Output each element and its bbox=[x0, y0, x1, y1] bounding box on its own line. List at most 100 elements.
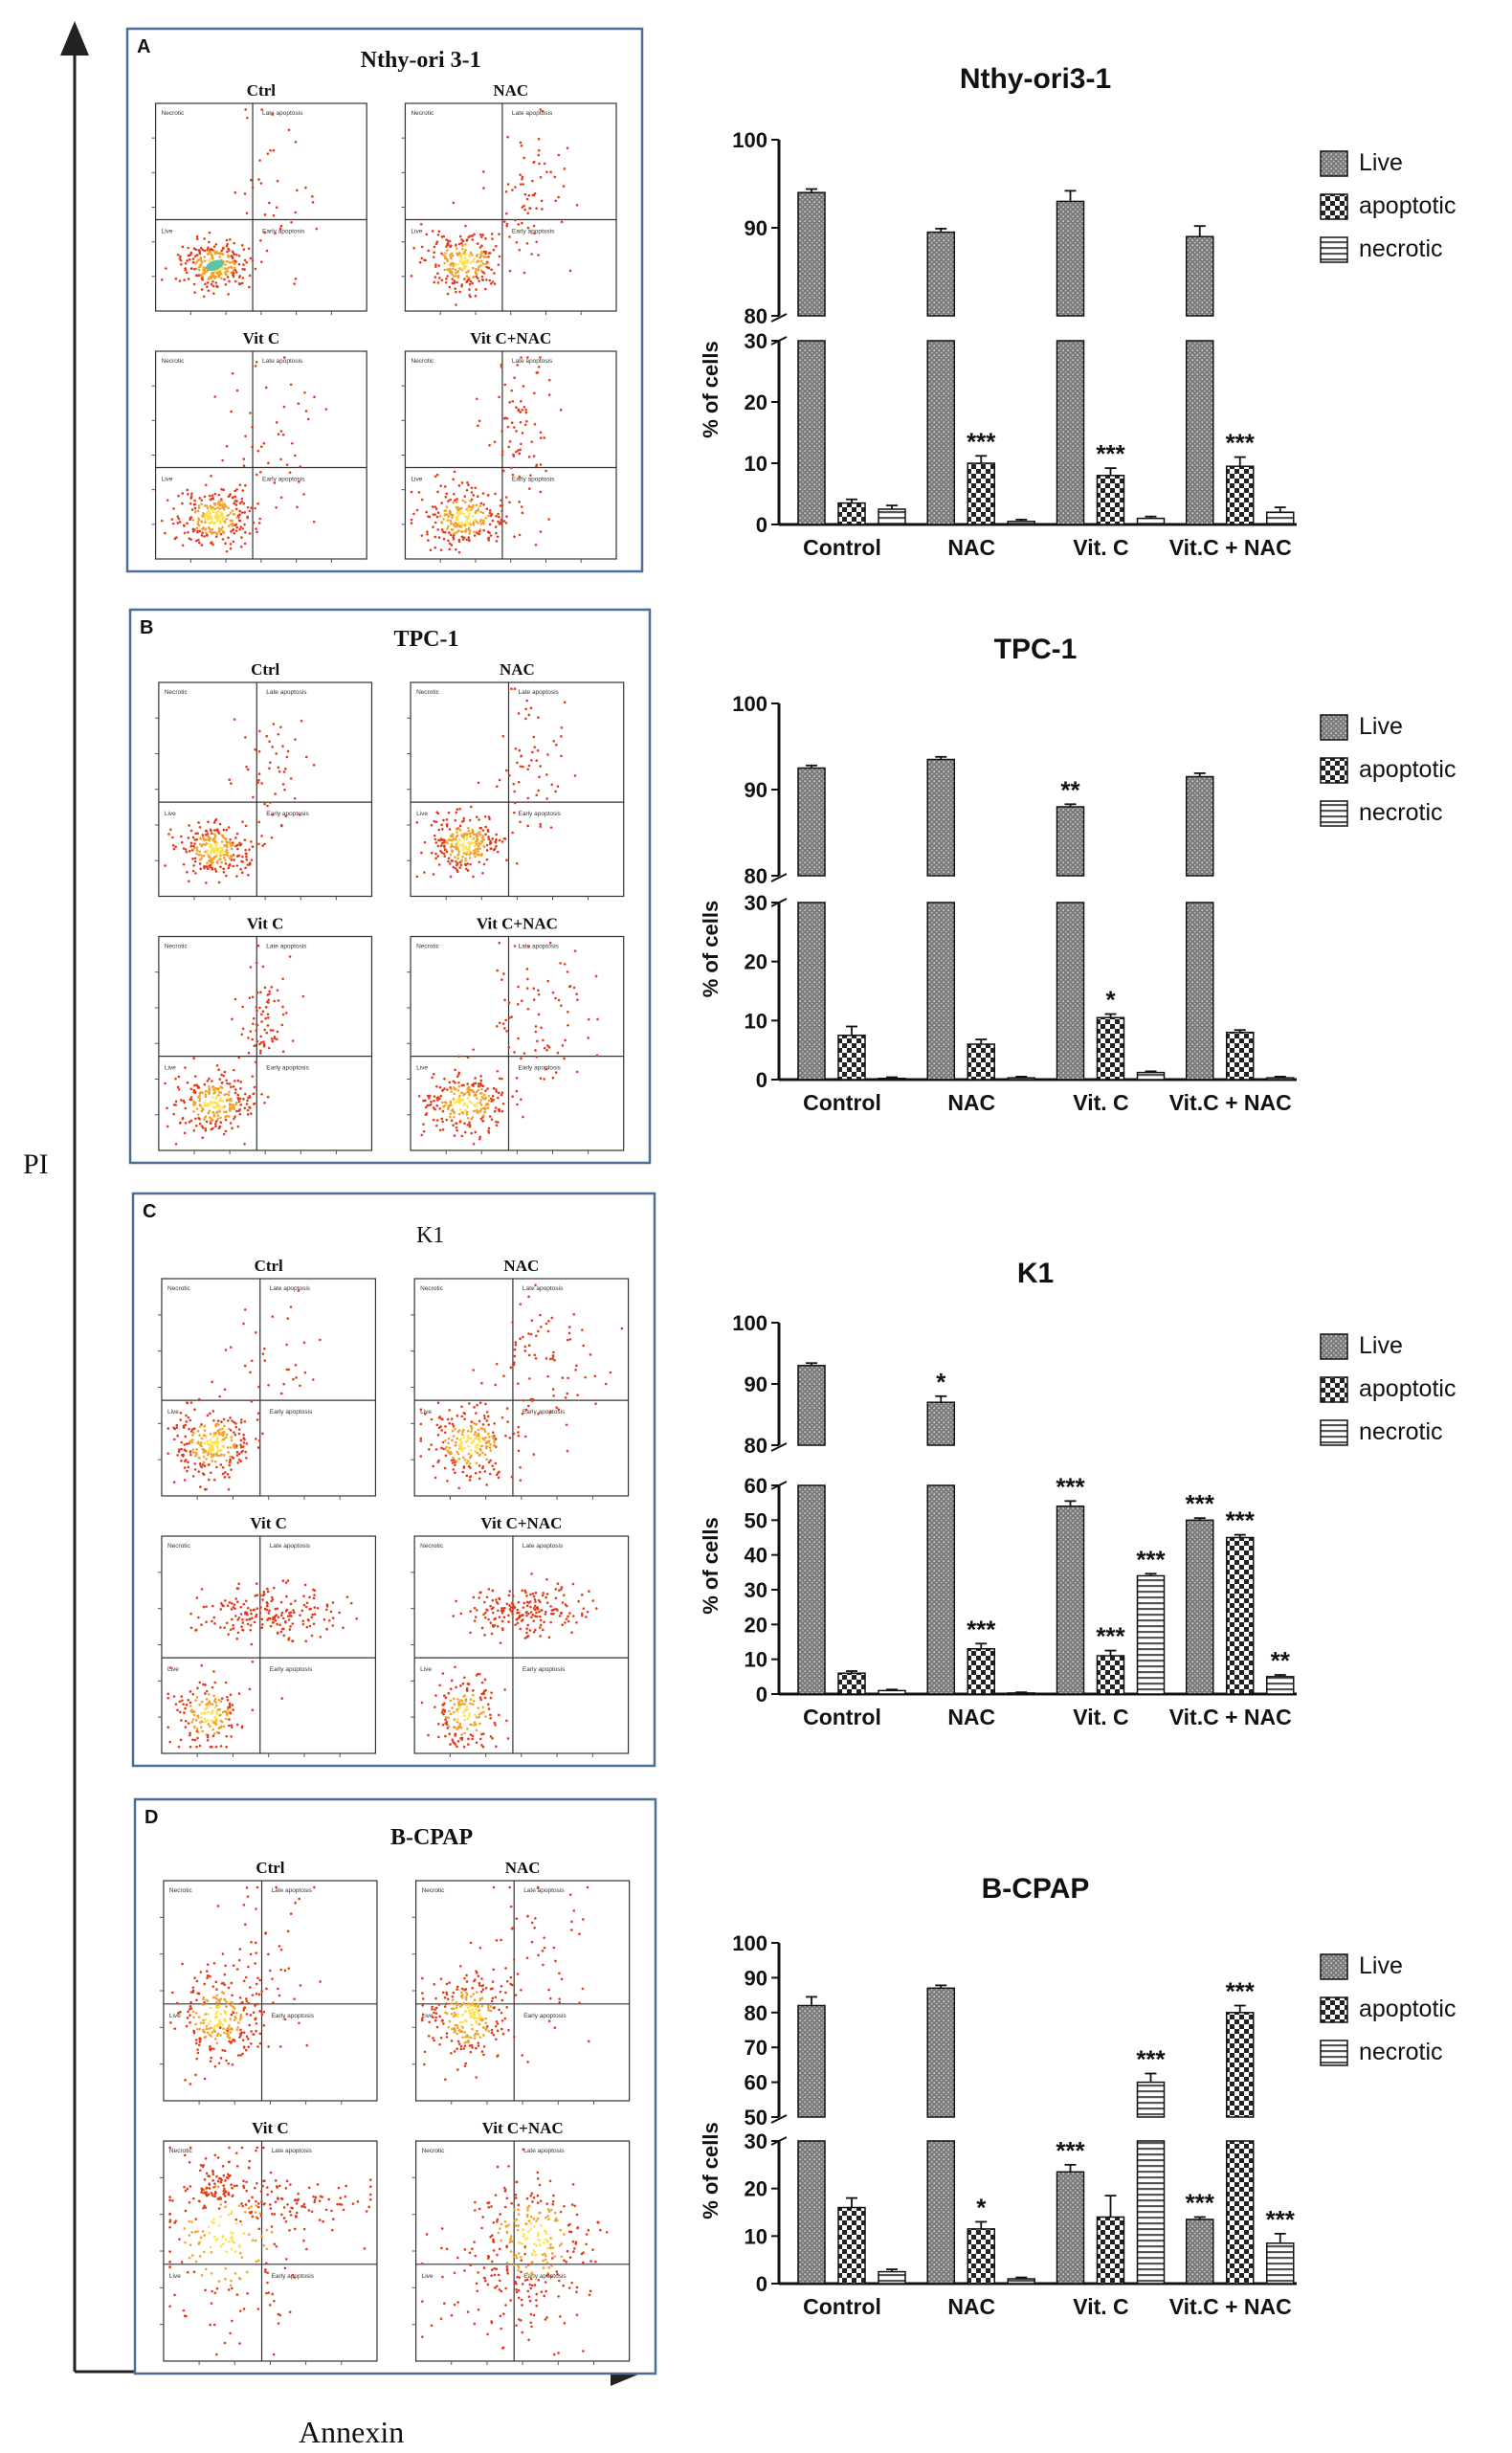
event-dot bbox=[479, 854, 483, 858]
event-dot bbox=[238, 1112, 242, 1116]
event-dot bbox=[325, 1605, 329, 1608]
event-dot bbox=[293, 1997, 296, 2000]
event-dot bbox=[435, 1096, 439, 1100]
event-dot bbox=[234, 1425, 238, 1429]
event-dot bbox=[468, 845, 471, 849]
event-dot bbox=[282, 1634, 286, 1638]
event-dot bbox=[233, 1433, 237, 1437]
event-dot bbox=[228, 249, 231, 252]
event-dot bbox=[448, 1081, 452, 1084]
event-dot bbox=[488, 511, 492, 515]
event-dot bbox=[423, 2050, 427, 2054]
event-dot bbox=[475, 2008, 478, 2011]
event-dot bbox=[206, 281, 210, 284]
event-dot bbox=[256, 1594, 259, 1597]
event-dot bbox=[460, 1111, 464, 1114]
event-dot bbox=[255, 1907, 257, 1910]
event-dot bbox=[436, 281, 440, 284]
event-dot bbox=[192, 1110, 195, 1113]
event-dot bbox=[186, 2017, 189, 2019]
scatter-plot-frame bbox=[161, 1535, 377, 1754]
event-dot bbox=[235, 2028, 239, 2032]
event-dot bbox=[440, 502, 444, 504]
event-dot bbox=[249, 2014, 253, 2017]
event-dot bbox=[252, 521, 256, 524]
event-dot bbox=[304, 1639, 308, 1642]
event-dot bbox=[442, 1694, 446, 1697]
event-dot bbox=[575, 1364, 578, 1368]
event-dot bbox=[459, 1703, 463, 1706]
event-dot bbox=[211, 1110, 215, 1114]
event-dot bbox=[205, 842, 209, 845]
event-dot bbox=[241, 820, 244, 823]
event-dot bbox=[438, 1684, 441, 1687]
event-dot bbox=[232, 522, 234, 525]
event-dot bbox=[477, 2032, 479, 2036]
event-dot bbox=[248, 848, 251, 852]
scatter-plot-title: Vit C bbox=[250, 1514, 287, 1532]
event-dot bbox=[517, 1037, 520, 1040]
event-dot bbox=[196, 1084, 200, 1088]
event-dot bbox=[441, 1088, 444, 1092]
event-dot bbox=[249, 256, 253, 260]
event-dot bbox=[478, 233, 482, 236]
event-dot bbox=[189, 1450, 192, 1454]
event-dot bbox=[445, 1721, 449, 1724]
event-dot bbox=[537, 1598, 541, 1602]
event-dot bbox=[514, 186, 517, 189]
event-dot bbox=[211, 543, 214, 546]
event-dot bbox=[473, 1406, 476, 1409]
event-dot bbox=[560, 754, 563, 758]
event-dot bbox=[209, 828, 212, 832]
event-dot bbox=[180, 840, 184, 844]
event-dot bbox=[199, 836, 202, 839]
scatter-dots bbox=[169, 1885, 322, 2085]
event-dot bbox=[211, 1080, 213, 1082]
event-dot bbox=[519, 1303, 523, 1305]
event-dot bbox=[211, 848, 213, 851]
event-dot bbox=[460, 1994, 464, 1996]
event-dot bbox=[478, 1477, 481, 1481]
event-dot bbox=[287, 1618, 291, 1621]
event-dot bbox=[465, 1687, 469, 1690]
event-dot bbox=[465, 836, 469, 838]
panel-letter: D bbox=[145, 1807, 158, 1828]
event-dot bbox=[447, 1725, 451, 1728]
event-dot bbox=[495, 833, 498, 836]
event-dot bbox=[477, 1672, 479, 1676]
event-dot bbox=[534, 1283, 537, 1287]
event-dot bbox=[461, 1470, 465, 1474]
event-dot bbox=[192, 1090, 195, 1094]
event-dot bbox=[291, 1622, 295, 1625]
event-dot bbox=[508, 1608, 512, 1611]
event-dot bbox=[480, 1626, 484, 1630]
event-dot bbox=[238, 483, 242, 486]
event-dot bbox=[500, 450, 504, 454]
event-dot bbox=[258, 159, 261, 162]
event-dot bbox=[232, 1627, 235, 1630]
event-dot bbox=[460, 1091, 463, 1095]
event-dot bbox=[205, 1605, 208, 1608]
event-dot bbox=[230, 2013, 233, 2017]
event-dot bbox=[255, 1951, 257, 1954]
event-dot bbox=[268, 2304, 272, 2307]
event-dot bbox=[527, 1295, 530, 1299]
event-dot bbox=[483, 1696, 487, 1700]
event-dot bbox=[458, 1097, 461, 1101]
event-dot bbox=[234, 507, 238, 511]
event-dot bbox=[244, 1975, 248, 1979]
event-dot bbox=[535, 463, 539, 467]
event-dot bbox=[171, 1991, 174, 1995]
event-dot bbox=[195, 1745, 198, 1749]
event-dot bbox=[191, 858, 194, 860]
event-dot bbox=[194, 1718, 198, 1722]
event-dot bbox=[476, 2021, 478, 2025]
event-dot bbox=[188, 1427, 190, 1431]
event-dot bbox=[281, 745, 284, 747]
event-dot bbox=[492, 1885, 496, 1889]
event-dot bbox=[230, 2212, 233, 2216]
event-dot bbox=[227, 2062, 231, 2065]
event-dot bbox=[184, 1423, 188, 1427]
event-dot bbox=[485, 1483, 488, 1486]
scatter-plot-frame bbox=[158, 681, 373, 898]
